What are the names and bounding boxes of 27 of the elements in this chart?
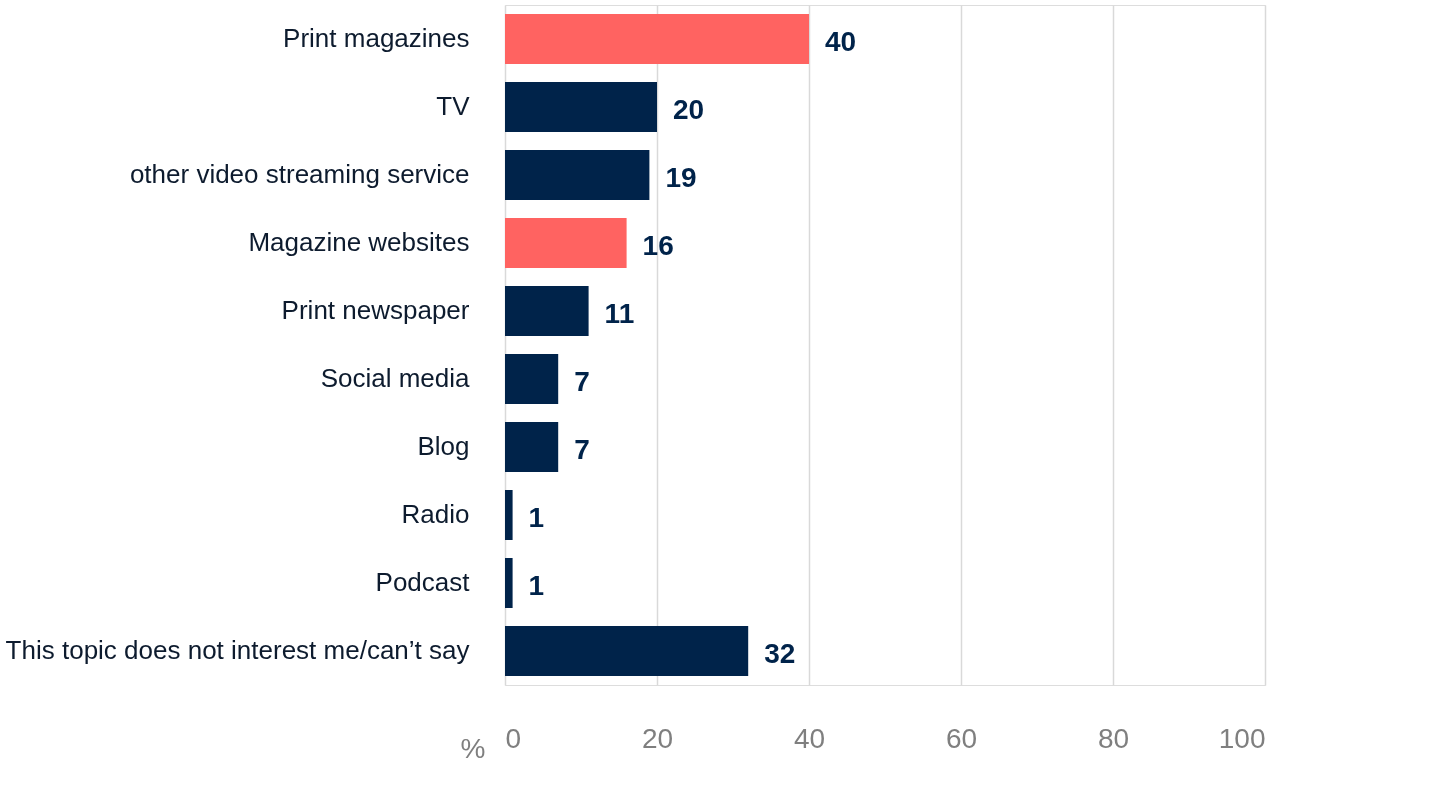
data-label: 19 [665, 162, 697, 193]
y-tick-label: Print newspaper [281, 295, 470, 325]
x-tick-label: 100 [1218, 722, 1266, 754]
x-tick-label: 60 [945, 722, 978, 754]
y-tick-label: Podcast [375, 567, 471, 597]
data-label: 40 [825, 26, 857, 57]
y-tick-label: Radio [401, 499, 470, 529]
y-tick-label: TV [436, 91, 471, 121]
data-label: 1 [528, 570, 545, 601]
data-label: 7 [574, 366, 590, 397]
x-tick-label: 80 [1097, 722, 1130, 754]
x-tick-label: 20 [641, 722, 674, 754]
data-label: 11 [604, 298, 635, 329]
y-tick-label: Print magazines [283, 23, 470, 53]
y-tick-label: Social media [320, 363, 471, 393]
x-tick-label: 0 [505, 722, 522, 754]
data-label: 7 [574, 434, 590, 465]
y-tick-label: Magazine websites [248, 227, 470, 257]
y-tick-label: other video streaming service [129, 159, 470, 189]
y-tick-label: This topic does not interest me/can’t say [5, 635, 470, 665]
data-label: 16 [642, 230, 674, 261]
x-tick-label: 40 [793, 722, 826, 754]
data-label: 32 [764, 638, 796, 669]
data-label: 20 [673, 94, 705, 125]
data-label: 1 [528, 502, 545, 533]
x-axis-title: % [460, 732, 486, 764]
y-tick-label: Blog [417, 431, 470, 461]
